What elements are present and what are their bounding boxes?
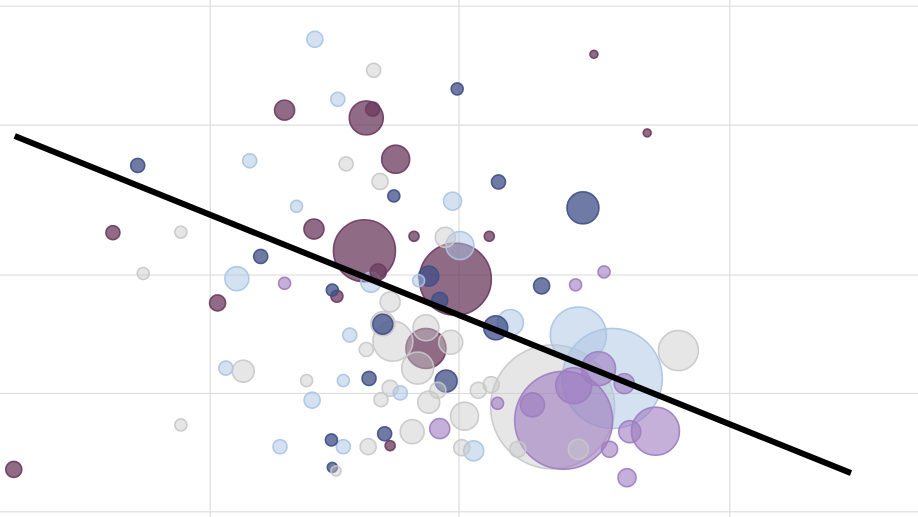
bubble-gray-39 xyxy=(379,291,401,313)
bubble-lavender-85 xyxy=(277,276,292,291)
bubble-lightblue-21 xyxy=(224,265,250,292)
bubble-navy-62 xyxy=(490,174,507,190)
bubble-gray-40 xyxy=(567,438,590,461)
bubble-navy-79 xyxy=(387,189,401,203)
bubble-purple-7 xyxy=(405,327,447,370)
bubble-purple-95 xyxy=(384,439,396,452)
bubble-navy-47 xyxy=(532,277,551,295)
bubble-purple-31 xyxy=(303,218,325,240)
bubble-gray-90 xyxy=(136,266,151,281)
bubble-lightblue-82 xyxy=(289,199,304,214)
bubble-navy-13 xyxy=(566,191,600,225)
bubble-gray-24 xyxy=(437,329,464,356)
bubble-purple-30 xyxy=(273,99,296,121)
bubble-lavender-27 xyxy=(617,419,642,444)
bubble-navy-33 xyxy=(372,313,394,335)
bubble-lavender-37 xyxy=(428,417,451,440)
bubble-gray-92 xyxy=(174,418,188,432)
bubble-gray-14 xyxy=(400,351,435,385)
bubble-lavender-88 xyxy=(490,396,505,411)
bubble-gray-73 xyxy=(365,62,382,79)
trend-line-layer xyxy=(13,133,853,476)
bubble-lavender-42 xyxy=(617,467,637,488)
bubble-lightblue-68 xyxy=(341,327,358,343)
bubble-lightblue-48 xyxy=(306,30,324,49)
bubble-lightblue-69 xyxy=(218,360,234,376)
bubble-lavender-86 xyxy=(568,278,583,292)
bubbles xyxy=(4,30,700,488)
bubble-lightblue-49 xyxy=(303,391,321,409)
bubble-gray-51 xyxy=(371,172,389,191)
bubble-lavender-50 xyxy=(600,440,619,459)
bubble-navy-78 xyxy=(450,82,464,96)
bubble-navy-63 xyxy=(252,248,269,265)
bubble-gray-57 xyxy=(452,438,471,457)
bubble-lightblue-72 xyxy=(335,438,352,455)
bubble-lavender-87 xyxy=(597,265,611,279)
bubble-lavender-22 xyxy=(519,392,546,418)
bubble-gray-25 xyxy=(399,418,425,445)
bubble-lightblue-84 xyxy=(336,373,351,388)
bubble-purple-93 xyxy=(408,230,420,243)
bubble-navy-80 xyxy=(325,283,340,297)
bubble-purple-99 xyxy=(642,128,652,138)
bubble-gray-28 xyxy=(231,359,256,384)
bubble-purple-60 xyxy=(105,224,121,241)
bubble-gray-55 xyxy=(482,375,500,394)
bubble-gray-17 xyxy=(449,401,480,431)
bubble-lightblue-41 xyxy=(442,191,463,211)
bubble-purple-59 xyxy=(364,101,381,117)
bubble-gray-58 xyxy=(508,440,527,459)
bubble-purple-15 xyxy=(380,144,411,175)
bubble-purple-45 xyxy=(4,460,23,479)
bubble-navy-64 xyxy=(361,370,377,387)
bubble-gray-91 xyxy=(299,373,314,388)
bubble-lightblue-67 xyxy=(241,152,258,169)
bubble-lightblue-71 xyxy=(272,438,288,455)
bubble-purple-44 xyxy=(208,294,227,312)
bubble-gray-56 xyxy=(359,437,377,456)
bubble-lightblue-66 xyxy=(330,91,346,108)
bubble-purple-98 xyxy=(589,49,599,60)
bubble-gray-75 xyxy=(358,341,375,358)
bubble-gray-89 xyxy=(174,225,188,239)
bubble-lightblue-16 xyxy=(445,230,475,261)
bubble-gray-9 xyxy=(657,329,700,372)
bubble-lightblue-83 xyxy=(411,273,426,288)
trend-line xyxy=(13,133,853,476)
bubble-navy-65 xyxy=(376,425,393,442)
bubble-navy-61 xyxy=(129,157,146,174)
bubble-lightblue-70 xyxy=(392,385,409,401)
bubble-gray-38 xyxy=(434,226,457,249)
bubble-gray-53 xyxy=(429,381,447,400)
bubble-gray-76 xyxy=(373,391,389,408)
bubble-purple-94 xyxy=(483,230,496,243)
bubble-gray-19 xyxy=(412,313,440,342)
bubble-gray-74 xyxy=(338,156,354,172)
bubble-gray-97 xyxy=(330,465,342,477)
bubble-lightblue-35 xyxy=(462,440,485,462)
bubble-navy-81 xyxy=(324,433,339,447)
